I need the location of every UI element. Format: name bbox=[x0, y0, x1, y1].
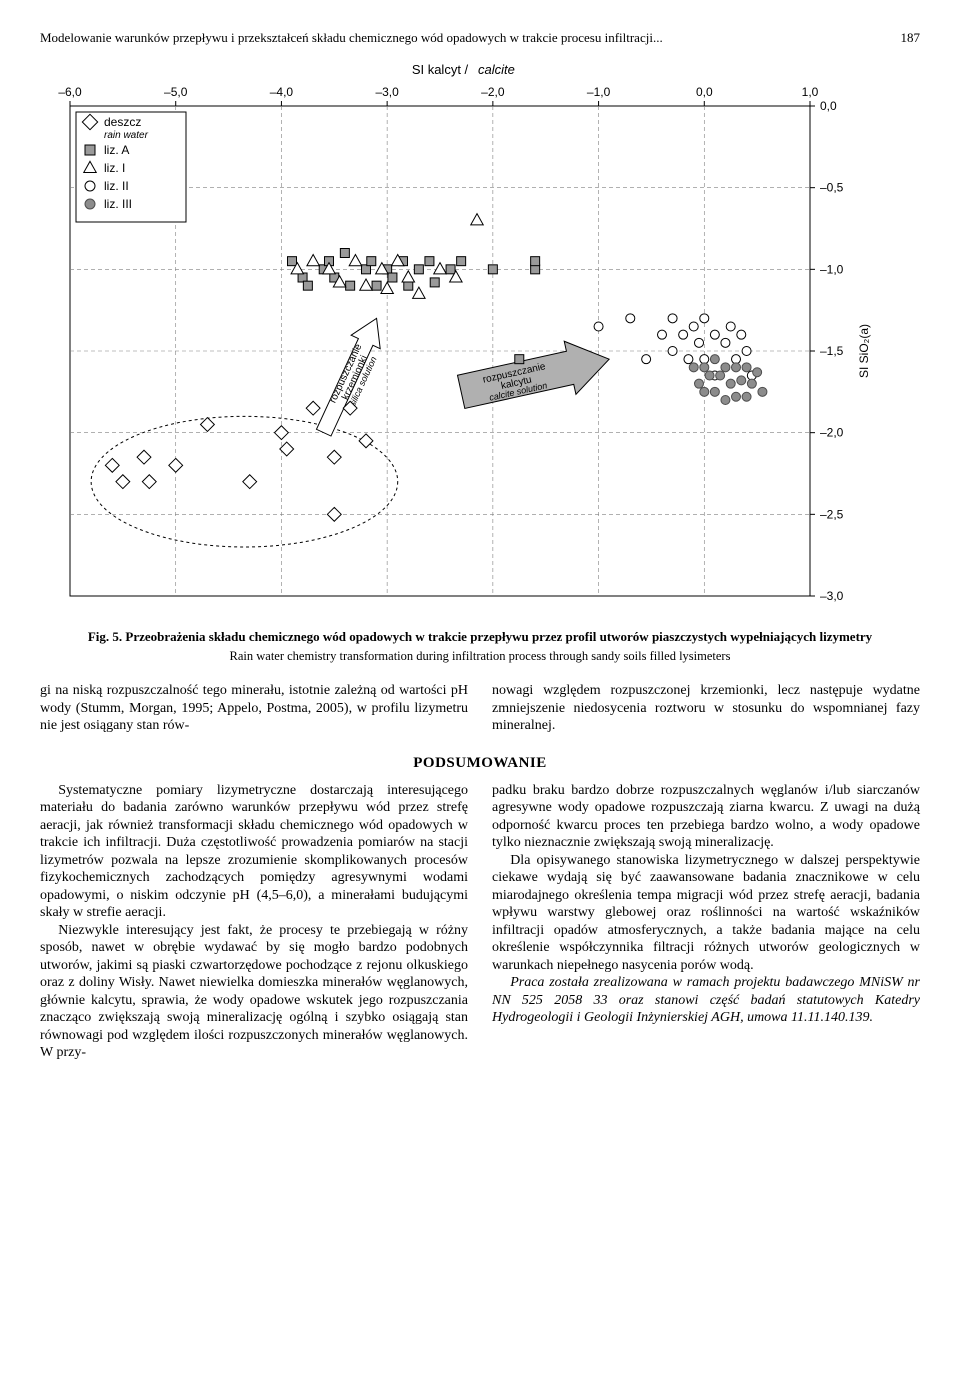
para-continuation-left: gi na niską rozpuszczalność tego minerał… bbox=[40, 682, 468, 735]
svg-text:1,0: 1,0 bbox=[802, 85, 819, 99]
svg-text:–5,0: –5,0 bbox=[164, 85, 188, 99]
svg-text:rain water: rain water bbox=[104, 130, 149, 141]
running-title: Modelowanie warunków przepływu i przeksz… bbox=[40, 30, 663, 46]
svg-text:–4,0: –4,0 bbox=[270, 85, 294, 99]
svg-text:–2,0: –2,0 bbox=[481, 85, 505, 99]
body-columns-2: Systematyczne pomiary lizymetryczne dost… bbox=[40, 782, 920, 1062]
page-number: 187 bbox=[901, 30, 921, 46]
svg-text:–6,0: –6,0 bbox=[58, 85, 82, 99]
svg-text:liz. II: liz. II bbox=[104, 179, 129, 193]
svg-text:calcite: calcite bbox=[478, 62, 515, 77]
svg-text:–1,5: –1,5 bbox=[820, 344, 844, 358]
svg-text:liz. A: liz. A bbox=[104, 143, 129, 157]
figure-caption-en: Rain water chemistry transformation duri… bbox=[40, 649, 920, 664]
para: Systematyczne pomiary lizymetryczne dost… bbox=[40, 782, 468, 922]
svg-text:–2,5: –2,5 bbox=[820, 507, 844, 521]
para: Niezwykle interesujący jest fakt, że pro… bbox=[40, 922, 468, 1062]
svg-text:–3,0: –3,0 bbox=[375, 85, 399, 99]
svg-text:0,0: 0,0 bbox=[820, 99, 837, 113]
body-columns: gi na niską rozpuszczalność tego minerał… bbox=[40, 682, 920, 735]
svg-text:SI SiO₂(a): SI SiO₂(a) bbox=[857, 324, 871, 378]
section-heading: PODSUMOWANIE bbox=[40, 755, 920, 772]
running-head: Modelowanie warunków przepływu i przeksz… bbox=[40, 30, 920, 46]
svg-text:–3,0: –3,0 bbox=[820, 589, 844, 603]
svg-text:deszcz: deszcz bbox=[104, 115, 141, 129]
svg-text:SI kalcyt /: SI kalcyt / bbox=[412, 62, 469, 77]
svg-text:–1,0: –1,0 bbox=[587, 85, 611, 99]
figure-caption: Fig. 5. Przeobrażenia składu chemicznego… bbox=[40, 629, 920, 645]
para: Praca została zrealizowana w ramach proj… bbox=[492, 974, 920, 1027]
para: padku braku bardzo dobrze rozpuszczalnyc… bbox=[492, 782, 920, 852]
figure-label: Fig. 5. bbox=[88, 629, 122, 644]
scatter-chart: SI kalcyt / calcite –6,0 –5,0 –4,0 –3,0 –2,0 –… bbox=[40, 56, 920, 621]
figure-caption-pl: Przeobrażenia składu chemicznego wód opa… bbox=[125, 629, 872, 644]
svg-text:liz. I: liz. I bbox=[104, 161, 125, 175]
svg-text:–2,0: –2,0 bbox=[820, 426, 844, 440]
svg-text:–1,0: –1,0 bbox=[820, 262, 844, 276]
svg-text:liz. III: liz. III bbox=[104, 197, 132, 211]
svg-text:0,0: 0,0 bbox=[696, 85, 713, 99]
svg-text:–0,5: –0,5 bbox=[820, 181, 844, 195]
para: Dla opisywanego stanowiska lizymetryczne… bbox=[492, 852, 920, 975]
para-continuation-right: nowagi względem rozpuszczonej krzemionki… bbox=[492, 682, 920, 735]
